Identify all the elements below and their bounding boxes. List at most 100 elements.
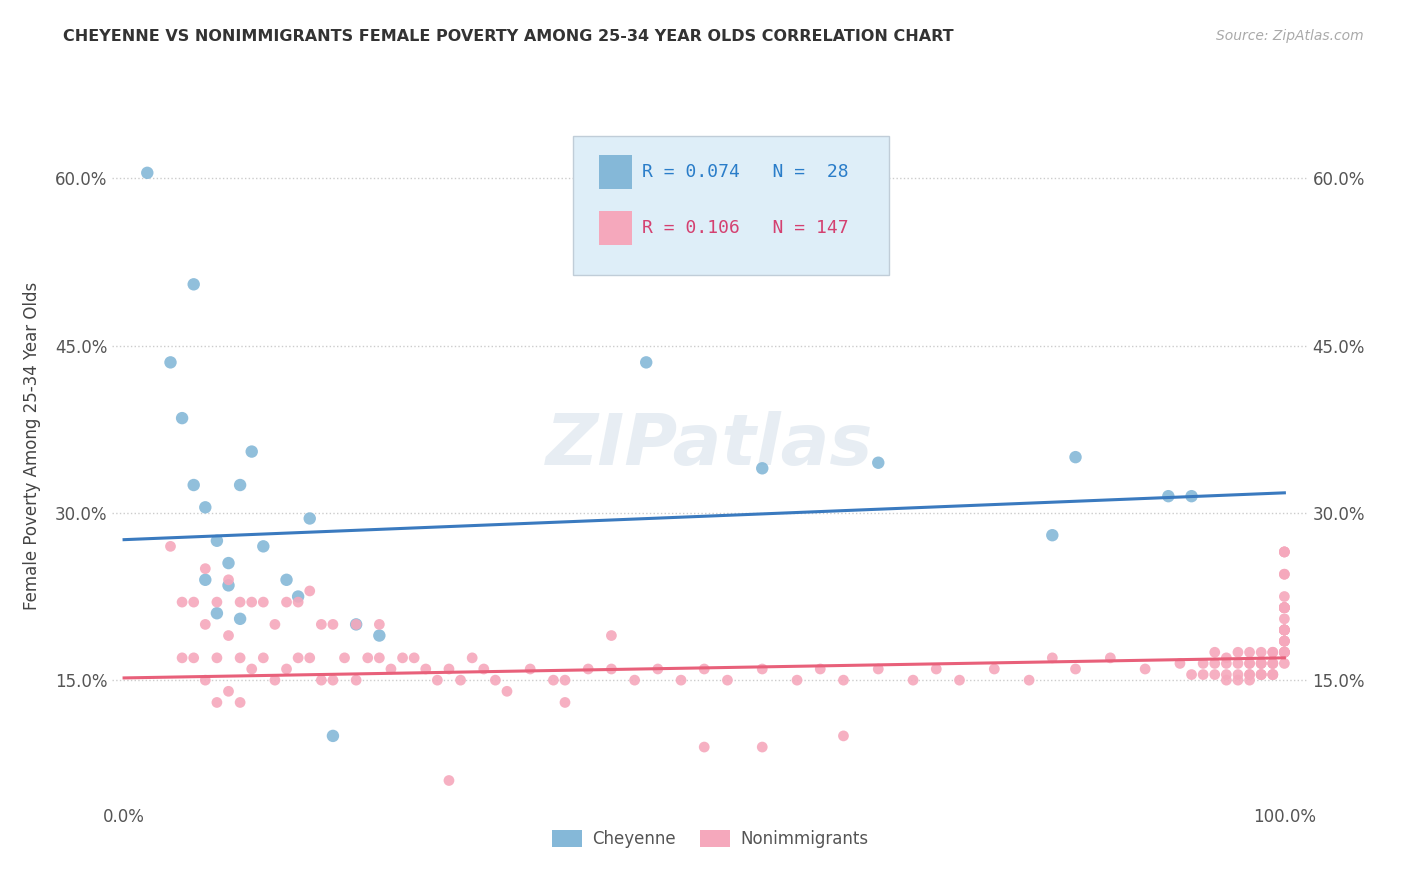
Point [415,662,437,676]
Point [276,595,298,609]
Point [600,628,623,642]
Point [1272,545,1295,559]
Point [808,662,831,676]
Point [1272,623,1295,637]
Point [600,662,623,676]
Point [183,595,205,609]
FancyBboxPatch shape [599,154,633,189]
Point [218,628,240,642]
Point [751,662,773,676]
Point [205,533,228,548]
Point [240,662,263,676]
Point [1261,645,1284,659]
Point [194,617,217,632]
Point [404,651,426,665]
Point [716,673,738,687]
Point [1250,667,1272,681]
Point [1261,667,1284,681]
Point [240,444,263,458]
Point [1272,545,1295,559]
Point [1215,667,1237,681]
Point [1204,667,1226,681]
FancyBboxPatch shape [599,211,633,245]
Point [311,673,333,687]
Point [322,617,344,632]
Point [1272,600,1295,615]
Point [693,740,716,755]
Point [1239,667,1261,681]
Point [1250,657,1272,671]
Point [1261,657,1284,671]
Point [276,573,298,587]
Legend: Cheyenne, Nonimmigrants: Cheyenne, Nonimmigrants [546,823,875,855]
Point [287,595,309,609]
Point [437,773,460,788]
Point [1272,600,1295,615]
Point [669,673,692,687]
Point [1272,634,1295,648]
Point [868,456,890,470]
Point [1250,657,1272,671]
Point [298,651,321,665]
Point [322,673,344,687]
Point [298,583,321,598]
Point [925,662,948,676]
Point [1261,667,1284,681]
Point [1064,662,1087,676]
Point [1192,657,1215,671]
Point [554,696,576,710]
Point [1239,657,1261,671]
Point [218,556,240,570]
Point [472,662,495,676]
FancyBboxPatch shape [572,136,890,275]
Point [461,651,484,665]
Point [901,673,924,687]
Point [983,662,1005,676]
Point [344,673,367,687]
Point [380,662,402,676]
Point [136,166,159,180]
Point [543,673,565,687]
Point [229,612,252,626]
Point [205,696,228,710]
Point [1180,667,1202,681]
Point [287,651,309,665]
Point [1272,645,1295,659]
Point [1250,657,1272,671]
Point [1261,657,1284,671]
Point [786,673,808,687]
Point [1272,645,1295,659]
Point [1272,634,1295,648]
Point [1064,450,1087,464]
Point [426,673,449,687]
Point [1215,657,1237,671]
Point [1272,623,1295,637]
Point [1272,634,1295,648]
Point [287,590,309,604]
Point [1272,600,1295,615]
Point [218,684,240,698]
Point [159,355,181,369]
Point [1226,673,1249,687]
Point [172,595,194,609]
Point [519,662,541,676]
Point [1272,645,1295,659]
Point [1272,600,1295,615]
Point [344,617,367,632]
Point [194,562,217,576]
Point [252,595,274,609]
Point [252,539,274,553]
Point [1272,645,1295,659]
Point [205,595,228,609]
Point [1226,667,1249,681]
Point [1215,651,1237,665]
Point [1239,673,1261,687]
Point [647,662,669,676]
Point [368,628,391,642]
Point [333,651,356,665]
Point [1018,673,1040,687]
Point [264,673,287,687]
Point [240,595,263,609]
Point [1226,645,1249,659]
Point [1272,612,1295,626]
